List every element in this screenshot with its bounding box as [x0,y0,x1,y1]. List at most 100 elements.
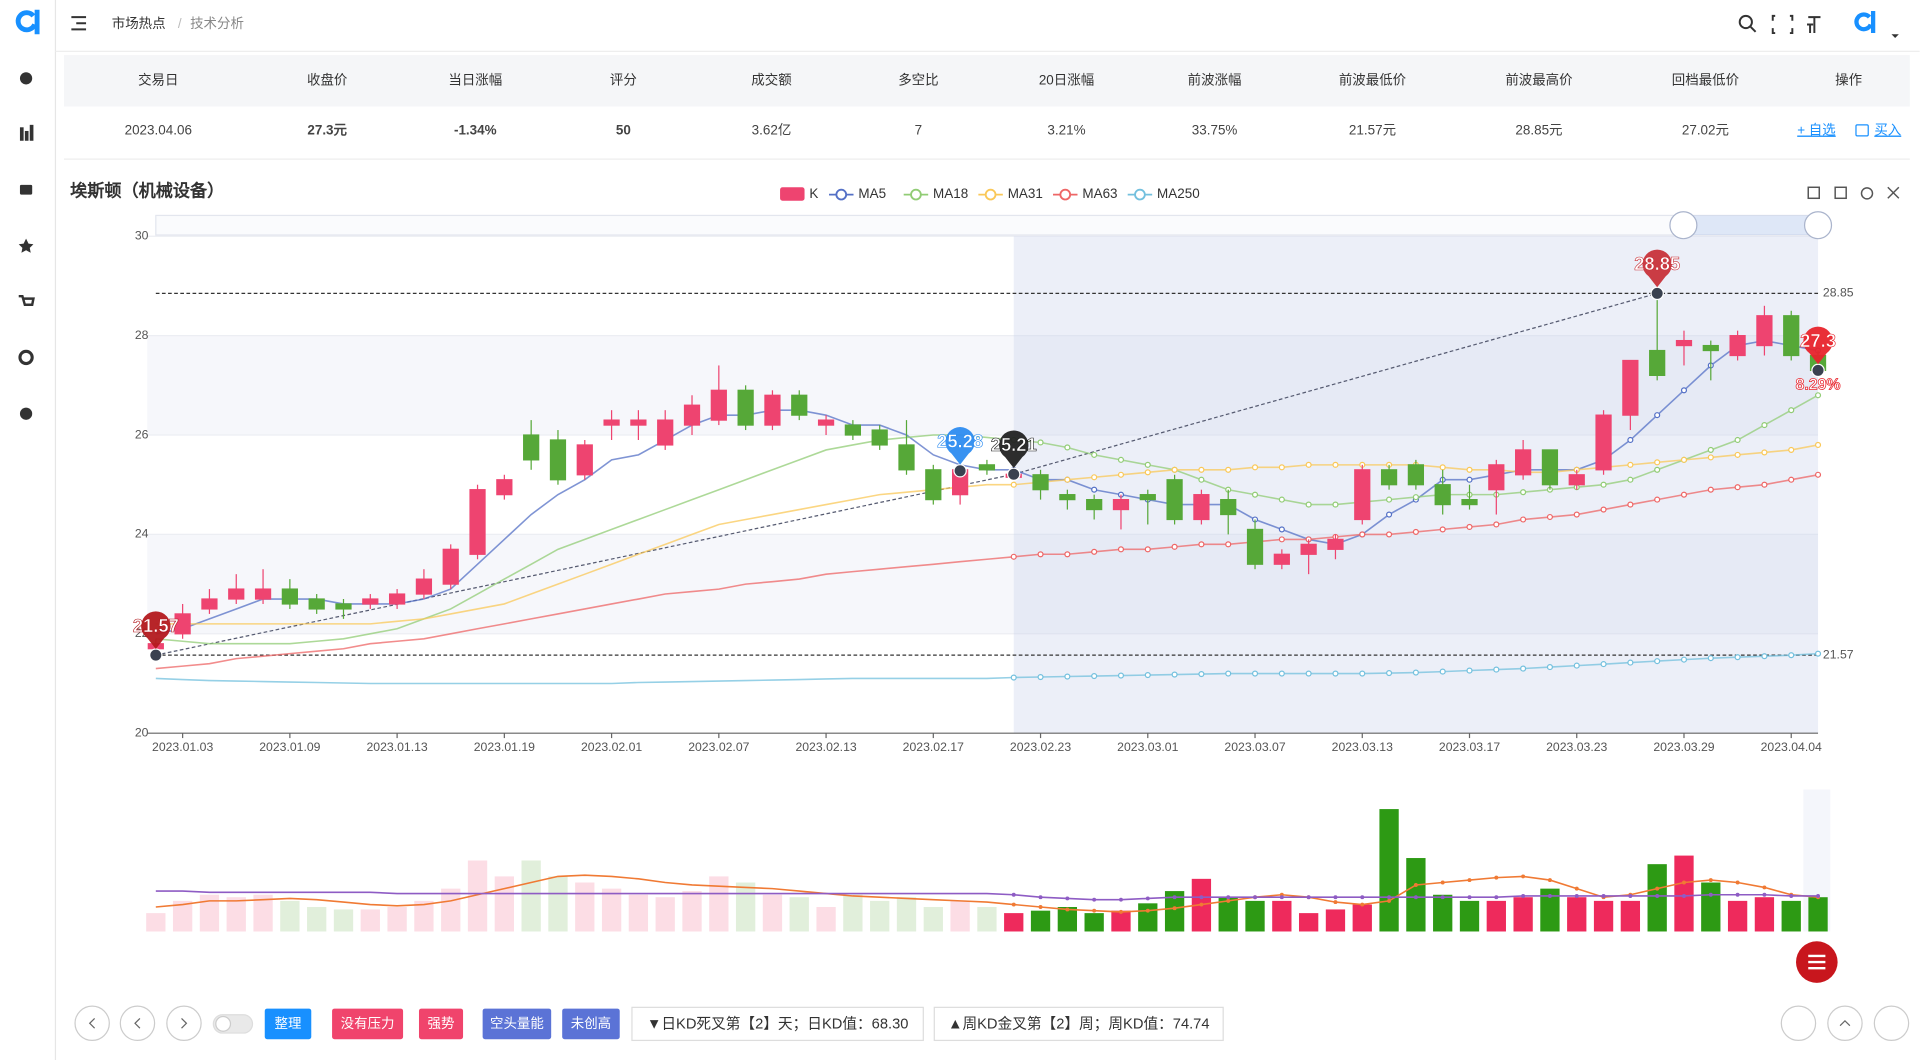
volume-ma-point [1574,894,1579,898]
nav-chart[interactable] [19,127,24,141]
marker-label: 21.57 [133,615,179,636]
candle-body [791,394,808,416]
column-header: 当日涨幅 [448,72,502,87]
fullscreen-icon[interactable] [1771,14,1794,35]
prev-button[interactable] [119,1005,156,1042]
volume-ma-point [1762,892,1767,897]
ma-point [1278,670,1285,677]
nav-globe[interactable] [19,72,33,85]
zoom-tool[interactable] [1807,186,1820,200]
zoom-window [1683,215,1819,236]
ma-point [1010,553,1017,560]
volume-bar [1540,888,1560,932]
volume-ma-point [1038,895,1043,900]
zoom-handle[interactable] [1669,211,1698,240]
legend-swatch [780,187,805,201]
signal-text: ▼日KD死叉第【2】天；日KD值：68.30 [647,1014,909,1032]
volume-ma-point [1655,886,1660,891]
ma-point [1761,481,1768,488]
tag[interactable] [482,1008,552,1040]
volume-ma-point [1199,895,1204,900]
x-tick-label: 2023.01.09 [259,740,320,754]
ma-point [1198,466,1205,473]
logo[interactable] [15,9,40,35]
font-size-icon[interactable] [1807,16,1821,34]
buy-link[interactable]: 买入 [1874,123,1901,138]
ma-point [1680,387,1688,394]
volume-bar [1433,894,1453,932]
column-header: 操作 [1835,72,1862,87]
marker-point [1811,363,1825,378]
zoom-handle[interactable] [1803,211,1833,240]
ma-point [1225,670,1232,677]
volume-bar [1164,891,1185,932]
nav-chart-c [29,124,34,141]
legend: K MA5 MA18 MA31 MA63 MA250 [780,186,1200,201]
volume-bar [307,906,327,932]
legend-label: MA18 [933,186,968,201]
ma-point [1493,666,1500,673]
candle-body [737,389,754,426]
copy-button[interactable] [1780,1005,1817,1042]
x-tick-label: 2023.03.01 [1117,740,1178,754]
volume-bar [333,909,354,932]
volume-bar [843,894,863,932]
candle-body [1112,499,1130,511]
x-tick-label: 2023.02.07 [688,740,749,754]
ma-point [1788,476,1795,483]
tag-label: 未创高 [571,1015,611,1031]
volume-bar [441,888,461,932]
ma-point [1117,672,1125,679]
nav-news[interactable] [19,184,33,195]
ma-point [1680,456,1688,463]
candle-body [1434,484,1451,506]
candle-body [549,439,567,481]
volume-ma-point [1762,885,1767,890]
tag-label: 空头量能 [490,1016,544,1031]
top-button[interactable] [1827,1005,1863,1042]
nav-target[interactable] [18,349,34,366]
add-watchlist[interactable]: + 自选 [1797,123,1836,138]
avatar-caret[interactable] [1891,34,1899,38]
volume-bar [1030,910,1051,932]
nav-star[interactable] [18,238,34,253]
ma-point [1198,670,1205,678]
next-button[interactable] [166,1005,202,1042]
candle-body [1675,339,1693,347]
tag[interactable] [264,1008,312,1040]
volume-ma-point [1413,883,1418,887]
x-tick-label: 2023.01.19 [474,740,535,754]
menu-toggle[interactable] [71,16,87,31]
ma-point [1600,506,1607,513]
table-cell: 27.3元 [307,123,347,138]
volume-bar [387,906,407,932]
candle-body [1488,464,1505,491]
save-tool[interactable] [1887,186,1900,199]
search-icon[interactable] [1738,14,1753,30]
volume-bar [521,860,541,932]
legend-label: MA5 [858,186,886,201]
nav-dashboard[interactable] [19,407,33,420]
tag[interactable] [332,1008,404,1040]
ma-point [1091,451,1098,458]
ma-point [1091,474,1098,481]
first-button[interactable] [74,1005,110,1042]
ma-point [1171,671,1178,678]
nav-chart-b [24,130,29,141]
zoom-reset-tool[interactable] [1834,186,1847,200]
volume-ma-point [1467,895,1472,900]
restore-tool[interactable] [1860,187,1874,200]
column-header: 前波最高价 [1505,71,1573,87]
ma-line [155,444,1819,625]
ma-point [1117,546,1125,553]
tag[interactable] [418,1008,464,1040]
breadcrumb-item[interactable]: 市场热点 [112,15,166,31]
nav-cart[interactable] [18,294,35,307]
tag[interactable] [562,1008,620,1040]
avatar[interactable] [1854,11,1876,34]
volume-bar [789,897,809,932]
candle-body [683,404,701,426]
ma-point [1144,546,1151,553]
refresh-button[interactable] [1873,1005,1910,1042]
x-tick-label: 2023.02.17 [903,740,964,754]
